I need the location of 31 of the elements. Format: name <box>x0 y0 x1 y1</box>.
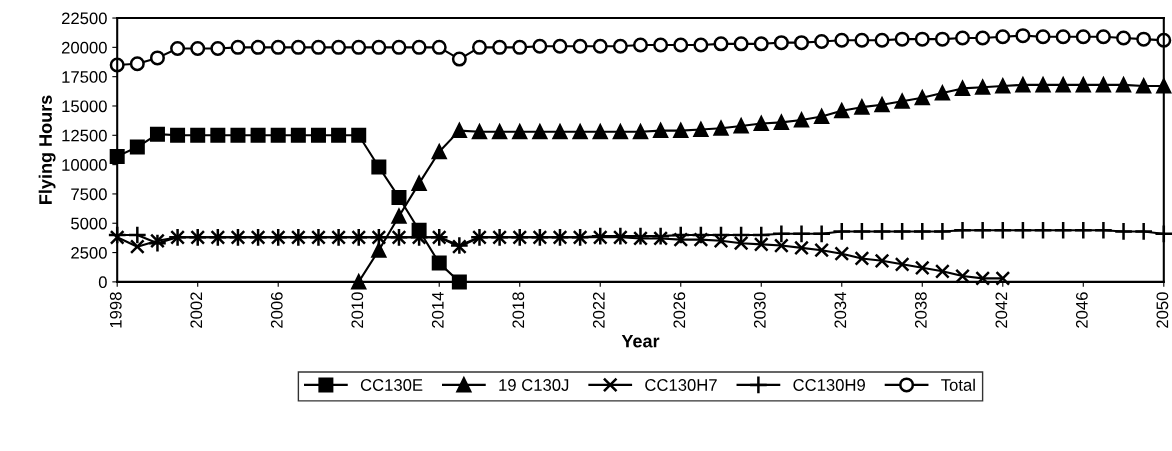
x-tick-label: 2050 <box>1156 292 1169 328</box>
x-tick-label: 2030 <box>753 292 766 328</box>
x-tick-label: 2022 <box>592 292 605 328</box>
legend-label: CC130H7 <box>645 379 717 391</box>
y-tick-label: 0 <box>98 276 107 289</box>
x-tick-label: 1998 <box>109 292 122 328</box>
y-tick-label: 22500 <box>61 12 107 25</box>
x-tick-label: 2010 <box>351 292 364 328</box>
y-tick-label: 5000 <box>71 217 107 230</box>
y-tick-label: 12500 <box>62 129 107 142</box>
x-tick-label: 2038 <box>914 292 927 328</box>
y-axis-title: Flying Hours <box>38 95 56 204</box>
y-tick-label: 17500 <box>62 71 107 83</box>
legend-label: CC130H9 <box>793 379 865 391</box>
y-tick-label: 15000 <box>62 100 107 113</box>
legend-label: CC130E <box>360 379 423 391</box>
x-tick-label: 2002 <box>190 292 203 328</box>
legend-label: 19 C130J <box>499 379 569 391</box>
x-tick-label: 2014 <box>431 292 444 328</box>
x-tick-label: 2026 <box>673 292 686 328</box>
x-tick-label: 2034 <box>834 292 847 328</box>
x-tick-label: 2006 <box>270 292 283 328</box>
x-tick-label: 2018 <box>512 292 525 328</box>
y-tick-label: 20000 <box>61 41 107 54</box>
y-tick-label: 2500 <box>71 246 107 259</box>
y-tick-label: 7500 <box>71 188 107 201</box>
legend-label: Total <box>941 378 975 391</box>
x-axis-title: Year <box>621 334 660 348</box>
x-tick-label: 2042 <box>995 292 1008 328</box>
x-tick-label: 2046 <box>1075 292 1088 328</box>
y-tick-label: 10000 <box>62 159 107 171</box>
